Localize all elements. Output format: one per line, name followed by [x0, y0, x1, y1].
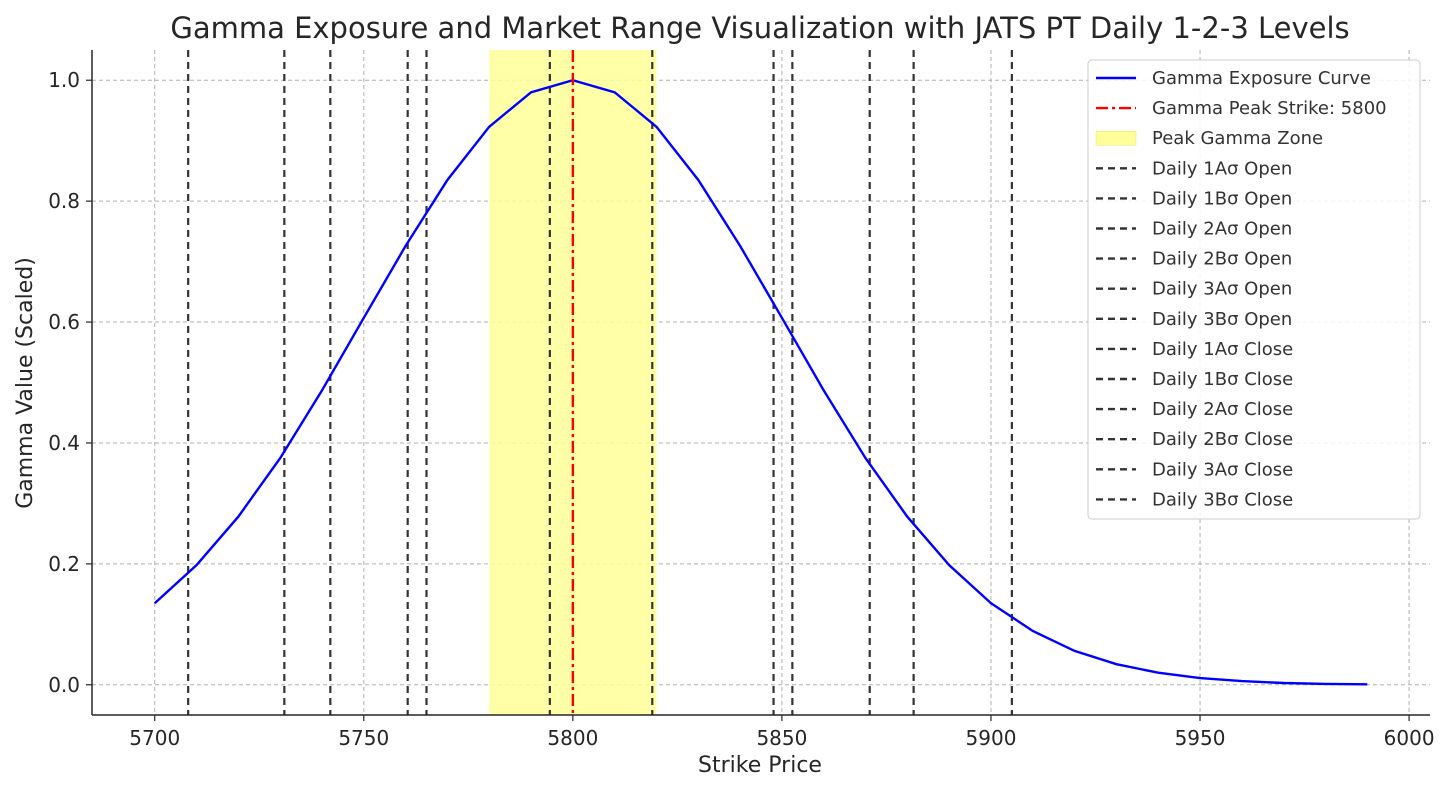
legend-label: Daily 2Bσ Close — [1152, 429, 1293, 450]
legend-label: Daily 3Bσ Close — [1152, 489, 1293, 510]
y-tick-label: 0.2 — [48, 552, 80, 576]
legend-label: Daily 3Bσ Open — [1152, 309, 1292, 330]
legend-label: Gamma Peak Strike: 5800 — [1152, 98, 1387, 119]
chart-title: Gamma Exposure and Market Range Visualiz… — [170, 11, 1349, 45]
legend-label: Daily 2Aσ Open — [1152, 219, 1292, 240]
legend-label: Daily 2Aσ Close — [1152, 399, 1293, 420]
legend-label: Daily 3Aσ Close — [1152, 459, 1293, 480]
x-tick-label: 5850 — [756, 726, 807, 750]
y-tick-label: 0.8 — [48, 189, 80, 213]
x-tick-label: 6000 — [1384, 726, 1435, 750]
legend-label: Daily 1Aσ Open — [1152, 158, 1292, 179]
x-tick-label: 5900 — [966, 726, 1017, 750]
x-tick-label: 5950 — [1175, 726, 1226, 750]
legend-label: Daily 1Bσ Open — [1152, 188, 1292, 209]
gamma-exposure-curve — [153, 78, 1368, 686]
x-axis-label: Strike Price — [698, 753, 822, 778]
x-tick-label: 5800 — [547, 726, 598, 750]
y-tick-label: 0.0 — [48, 673, 80, 697]
legend-label: Daily 1Aσ Close — [1152, 339, 1293, 360]
legend: Gamma Exposure Curve Gamma Peak Strike: 5… — [1087, 59, 1421, 520]
legend-label: Peak Gamma Zone — [1152, 128, 1323, 149]
y-tick-label: 1.0 — [48, 68, 80, 92]
y-axis-label: Gamma Value (Scaled) — [13, 257, 38, 509]
y-tick-label: 0.4 — [48, 431, 80, 455]
x-tick-label: 5750 — [338, 726, 389, 750]
legend-label: Daily 2Bσ Open — [1152, 249, 1292, 270]
legend-label: Daily 1Bσ Close — [1152, 369, 1293, 390]
y-tick-label: 0.6 — [48, 310, 80, 334]
legend-label: Daily 3Aσ Open — [1152, 279, 1292, 300]
legend-box — [1087, 59, 1421, 520]
legend-swatch — [1095, 130, 1137, 146]
legend-label: Gamma Exposure Curve — [1152, 68, 1371, 89]
x-tick-label: 5700 — [129, 726, 180, 750]
plot-area: 5700 5750 5800 5850 5900 5950 6000 0.0 0.2 0.4 0.6… — [48, 50, 1435, 750]
